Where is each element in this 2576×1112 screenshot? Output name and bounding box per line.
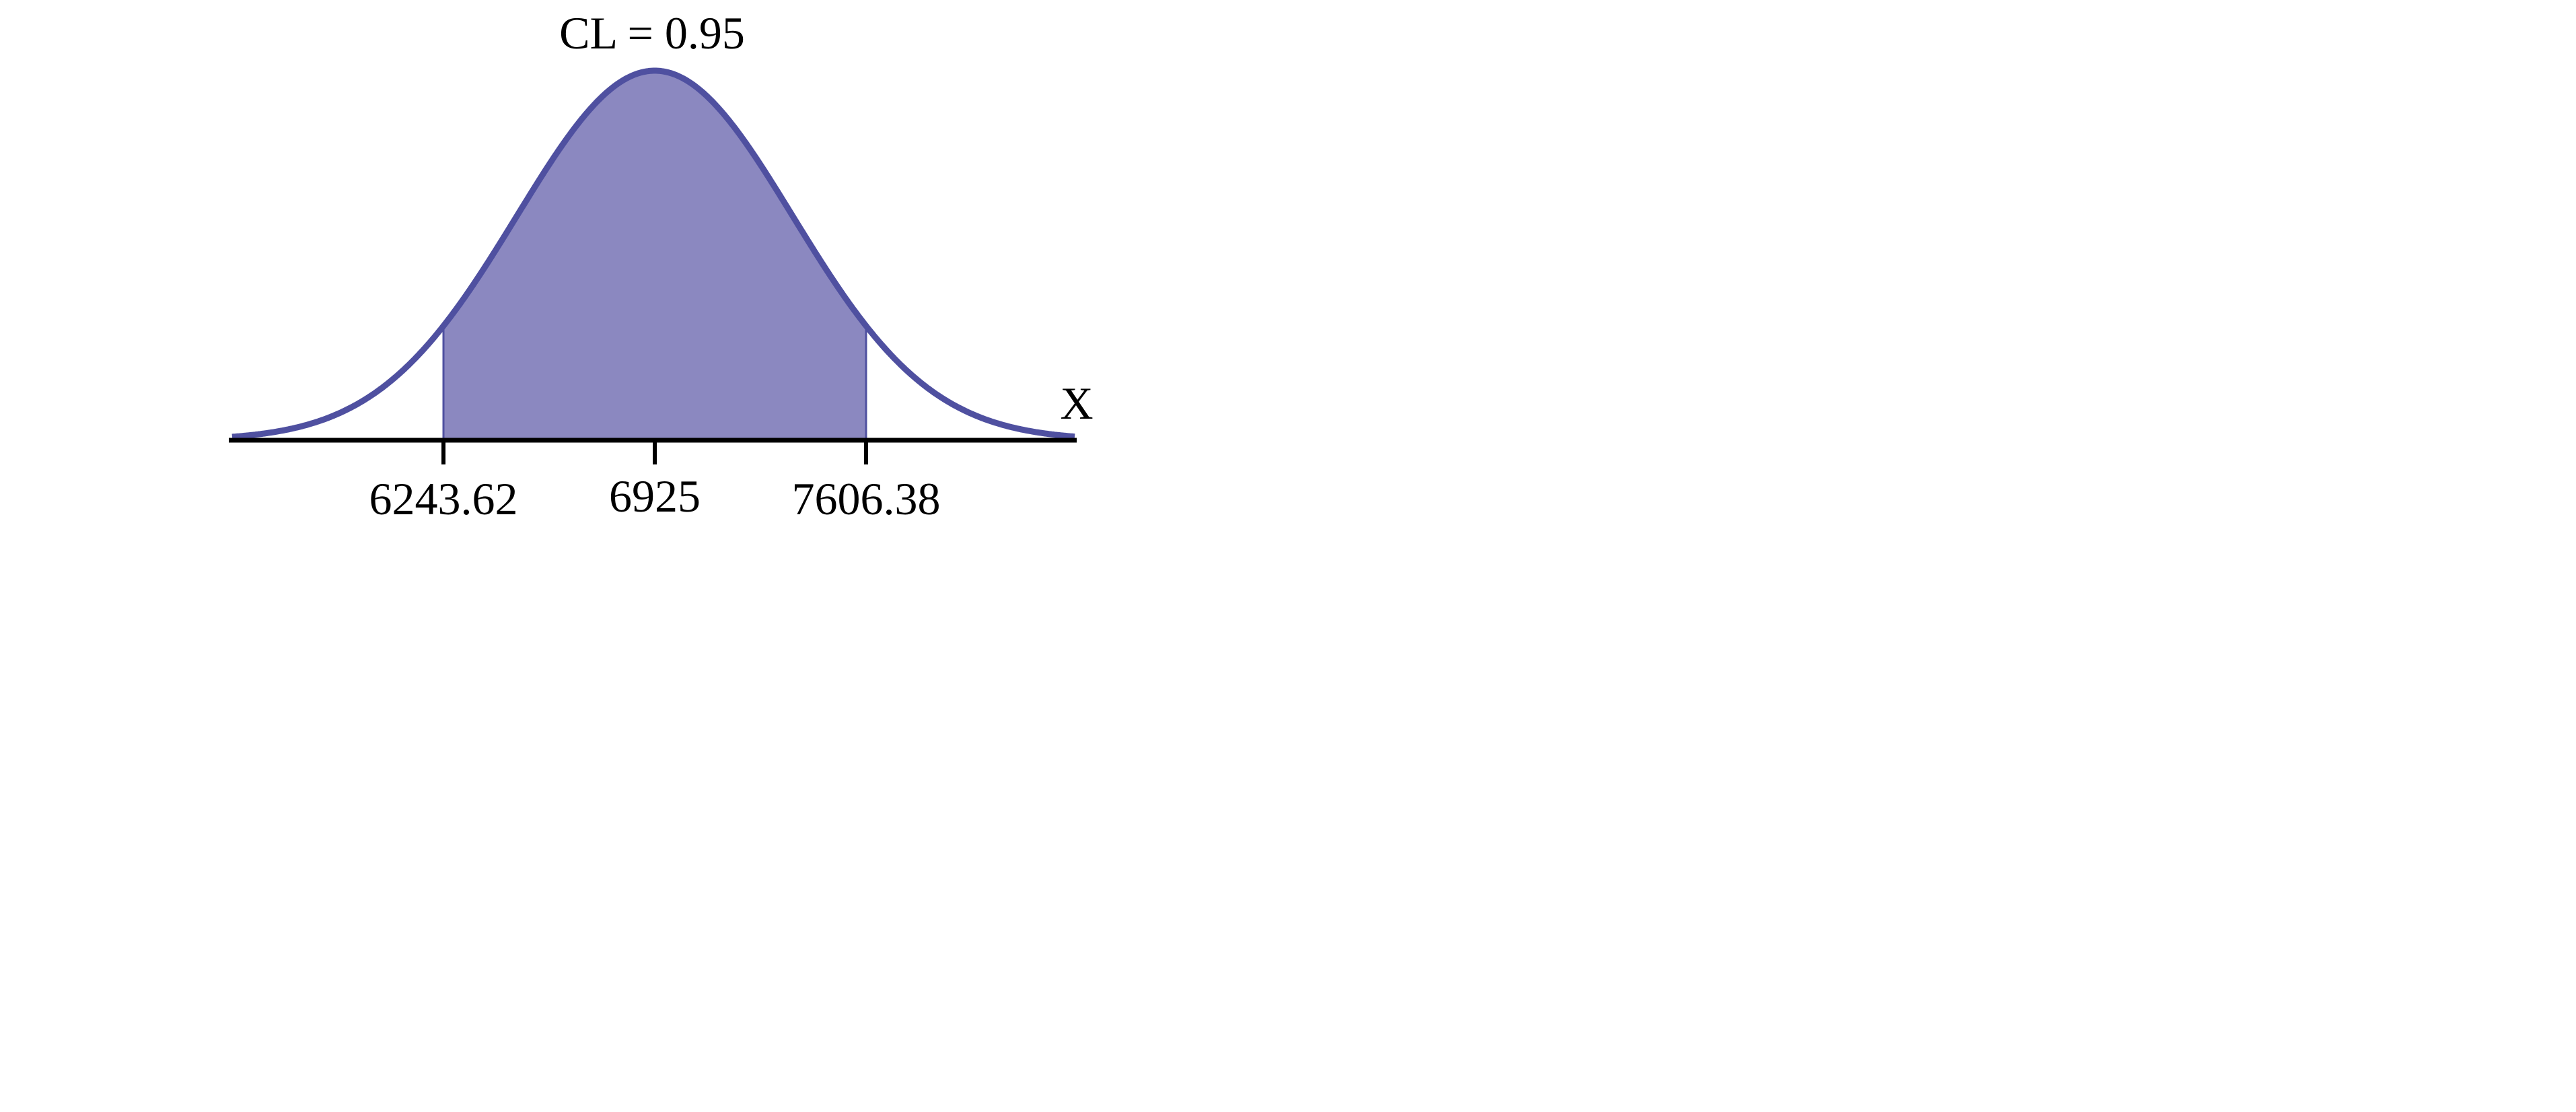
chart-title: CL = 0.95	[559, 7, 745, 59]
confidence-interval-shaded-area	[443, 71, 866, 440]
normal-curve	[231, 67, 1075, 440]
tick-label-lower: 6243.62	[369, 473, 518, 524]
x-axis-label: X	[1060, 378, 1093, 429]
tick-label-upper: 7606.38	[792, 473, 941, 524]
tick-label-mean: 6925	[609, 471, 701, 522]
